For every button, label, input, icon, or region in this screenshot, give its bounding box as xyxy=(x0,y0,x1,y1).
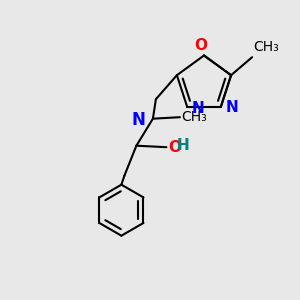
Text: H: H xyxy=(177,138,190,153)
Text: CH₃: CH₃ xyxy=(254,40,279,54)
Text: N: N xyxy=(131,111,146,129)
Text: N: N xyxy=(225,100,238,115)
Text: CH₃: CH₃ xyxy=(182,110,207,124)
Text: N: N xyxy=(192,101,205,116)
Text: O: O xyxy=(168,140,181,155)
Text: O: O xyxy=(194,38,208,52)
